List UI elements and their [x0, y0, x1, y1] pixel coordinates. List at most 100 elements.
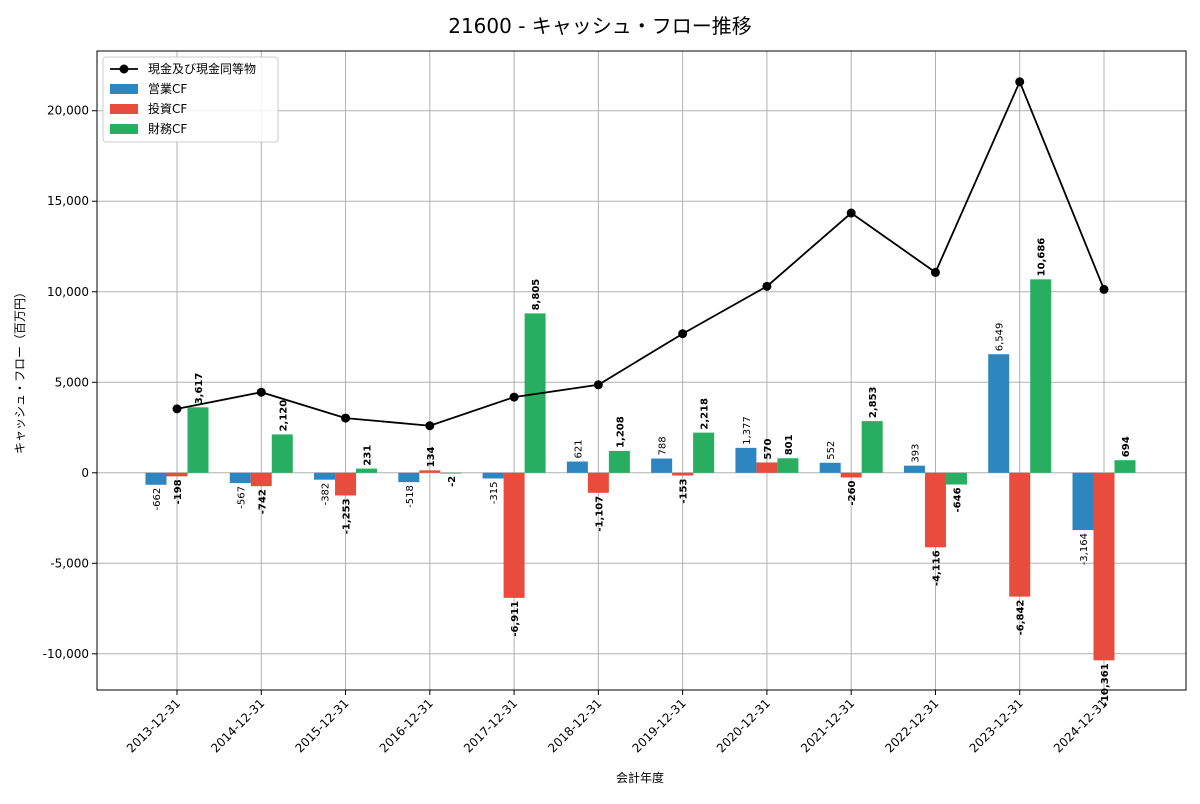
y-axis-label: キャッシュ・フロー（百万円）	[13, 286, 27, 454]
legend-entry-label: 現金及び現金同等物	[148, 61, 256, 76]
bar	[524, 313, 546, 473]
bar	[861, 421, 883, 473]
bar-value-label: -260	[847, 480, 858, 505]
bar-value-label: -662	[152, 488, 163, 511]
bar-value-label: 3,617	[194, 373, 205, 405]
bar-value-label: -3,164	[1079, 533, 1090, 565]
y-tick-label: 10,000	[47, 285, 89, 299]
chart-title: 21600 - キャッシュ・フロー推移	[448, 14, 752, 38]
bar-value-label: 10,686	[1037, 238, 1048, 277]
bar-value-label: -4,116	[931, 550, 942, 586]
cash-point	[1099, 284, 1109, 294]
cash-point	[1015, 77, 1025, 87]
cash-point	[256, 387, 266, 397]
bar	[1030, 279, 1052, 473]
cash-point	[930, 267, 940, 277]
bar-value-label: 231	[363, 445, 374, 466]
legend-bar-swatch	[110, 84, 138, 94]
bar-value-label: 694	[1121, 436, 1132, 457]
bar	[419, 470, 441, 473]
bar	[903, 465, 925, 473]
cash-point	[509, 392, 519, 402]
y-tick-label: -10,000	[43, 647, 89, 661]
bar	[566, 461, 588, 473]
bar	[672, 472, 694, 476]
bar-value-label: 6,549	[995, 323, 1006, 352]
bar-value-label: 2,853	[868, 386, 879, 418]
bar-value-label: -742	[257, 489, 268, 514]
cash-point	[678, 329, 688, 339]
bar-value-label: 1,377	[742, 416, 753, 445]
bar-value-label: -6,911	[510, 601, 521, 637]
x-axis-label: 会計年度	[616, 770, 664, 785]
bar	[440, 472, 462, 474]
cash-point	[172, 404, 182, 414]
cash-point	[425, 421, 435, 431]
bar-value-label: -382	[321, 483, 332, 506]
bar-value-label: -2	[447, 476, 458, 487]
bar	[735, 447, 757, 473]
bar	[777, 458, 799, 473]
line-marks	[172, 77, 1109, 431]
bar	[1009, 472, 1031, 597]
bar	[819, 462, 841, 473]
bar-marks	[145, 279, 1136, 661]
bar	[924, 472, 946, 548]
legend-bar-swatch	[110, 104, 138, 114]
bar-value-label: -6,842	[1016, 600, 1027, 636]
cash-point	[762, 281, 772, 291]
cash-line	[176, 79, 1105, 427]
bar-value-label: 2,218	[700, 398, 711, 430]
bar-value-label: 552	[826, 441, 837, 460]
legend-entry-label: 財務CF	[148, 121, 187, 136]
bar	[608, 450, 630, 473]
bar-value-label: -567	[236, 486, 247, 509]
bar-value-label: -1,107	[594, 496, 605, 532]
legend-bar-swatch	[110, 124, 138, 134]
bar	[693, 432, 715, 473]
bar-value-label: 788	[658, 436, 669, 455]
bar-value-label: -1,253	[342, 498, 353, 534]
bar-value-label: -10,361	[1100, 663, 1111, 706]
bar	[482, 472, 504, 479]
bar-value-label: 621	[573, 439, 584, 458]
bar	[229, 472, 251, 484]
bar-value-label: 393	[910, 444, 921, 463]
data-labels: -662 -567 -382 -518 -315 621 788 1,377 552 393 6,5…	[152, 238, 1132, 706]
y-tick-label: 20,000	[47, 104, 89, 118]
bar	[314, 472, 336, 480]
y-tick-label: 0	[81, 466, 89, 480]
legend-entry-label: 営業CF	[148, 82, 187, 96]
bar	[756, 462, 778, 473]
bar-value-label: -198	[173, 479, 184, 504]
y-tick-label: -5,000	[50, 556, 89, 570]
bar	[651, 458, 673, 473]
bar	[145, 472, 167, 485]
cash-point	[341, 413, 351, 423]
cash-point	[846, 208, 856, 218]
bar-value-label: 8,805	[531, 279, 542, 311]
bar	[271, 434, 293, 473]
plot-frame	[96, 50, 1187, 691]
y-tick-label: 5,000	[55, 375, 89, 389]
bar	[398, 472, 420, 483]
bar-value-label: -315	[489, 481, 500, 504]
bar	[335, 472, 357, 496]
bar	[166, 472, 188, 477]
bar-value-label: 570	[763, 439, 774, 460]
bar	[840, 472, 862, 478]
bar-value-label: -646	[952, 487, 963, 512]
bar	[945, 472, 967, 485]
bar-value-label: -518	[405, 485, 416, 508]
bar-value-label: -153	[679, 479, 690, 504]
cash-point	[593, 380, 603, 390]
y-tick-label: 15,000	[47, 194, 89, 208]
bar	[1072, 472, 1094, 531]
bar-value-label: 1,208	[615, 416, 626, 448]
bar	[356, 468, 378, 473]
bar	[1114, 460, 1136, 473]
bar	[587, 472, 609, 493]
